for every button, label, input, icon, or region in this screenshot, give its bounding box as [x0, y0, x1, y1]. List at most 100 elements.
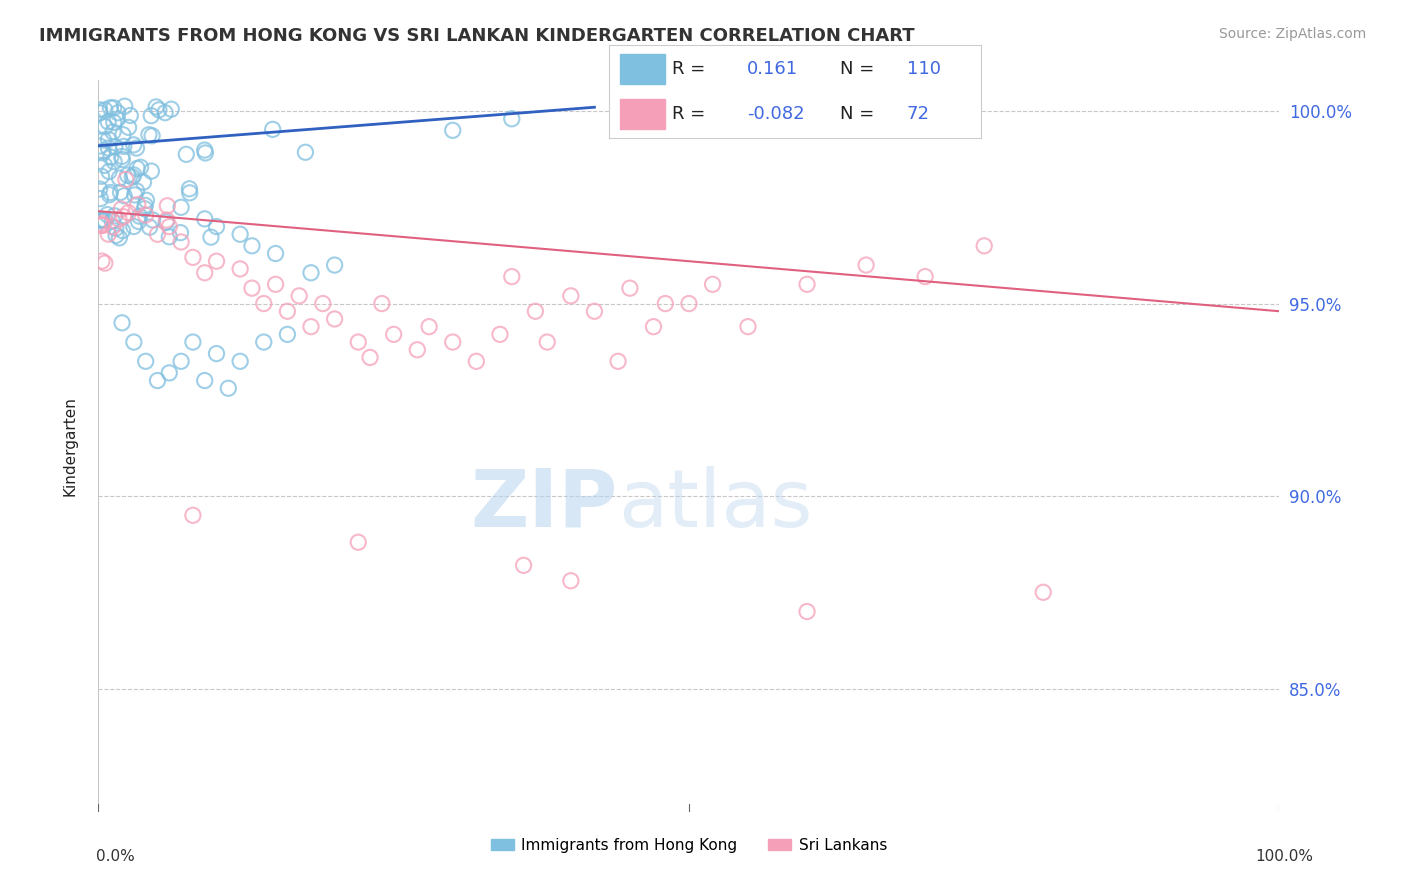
Point: [501, 269, 523, 284]
Point: [101, 214, 124, 228]
Point: [89, 182, 111, 196]
Point: [217, 381, 239, 395]
Point: [240, 281, 263, 295]
Point: [253, 334, 276, 349]
Point: [111, 224, 134, 238]
Point: [117, 120, 139, 135]
Point: [347, 334, 370, 349]
Point: [855, 258, 877, 272]
Point: [194, 266, 217, 280]
Point: [179, 186, 201, 200]
Point: [128, 209, 150, 223]
Point: [169, 226, 191, 240]
Point: [107, 105, 129, 120]
Point: [105, 228, 128, 243]
Point: [200, 230, 222, 244]
Point: [94, 213, 117, 227]
Point: [262, 122, 284, 136]
Bar: [620, 54, 665, 84]
Point: [359, 351, 381, 365]
Point: [174, 147, 197, 161]
Point: [104, 139, 127, 153]
Point: [97, 115, 120, 129]
Point: [194, 143, 217, 157]
Point: [111, 149, 134, 163]
Point: [89, 103, 111, 117]
Point: [104, 221, 127, 235]
Point: [607, 354, 630, 368]
Point: [91, 219, 114, 233]
Point: [148, 103, 170, 117]
Point: [179, 182, 201, 196]
Point: [135, 208, 157, 222]
Point: [138, 128, 160, 142]
Point: [93, 133, 115, 147]
Point: [229, 261, 252, 276]
Point: [98, 187, 121, 202]
Point: [796, 605, 818, 619]
Text: Source: ZipAtlas.com: Source: ZipAtlas.com: [1219, 27, 1367, 41]
Point: [299, 266, 322, 280]
Point: [299, 319, 322, 334]
Point: [103, 154, 125, 169]
Point: [264, 246, 287, 260]
Point: [135, 354, 157, 368]
Point: [142, 213, 165, 227]
Point: [205, 254, 228, 268]
Point: [264, 277, 287, 292]
Point: [104, 209, 127, 223]
Point: [129, 161, 152, 175]
Point: [153, 105, 176, 120]
Point: [253, 296, 276, 310]
Point: [121, 169, 143, 184]
Point: [112, 188, 135, 202]
Point: [127, 214, 149, 228]
Point: [91, 219, 114, 233]
Point: [90, 214, 112, 228]
Point: [91, 213, 114, 227]
Text: -0.082: -0.082: [747, 105, 804, 123]
Point: [170, 200, 193, 214]
Point: [583, 304, 606, 318]
Point: [103, 115, 125, 129]
Point: [156, 199, 179, 213]
Point: [110, 186, 132, 200]
Point: [114, 172, 136, 186]
Point: [97, 132, 120, 146]
Point: [122, 219, 145, 234]
Point: [312, 296, 335, 310]
Point: [418, 319, 440, 334]
Text: 0.0%: 0.0%: [96, 849, 135, 863]
Text: ZIP: ZIP: [471, 466, 619, 543]
Point: [146, 374, 169, 388]
Point: [229, 354, 252, 368]
Point: [181, 334, 204, 349]
Point: [97, 141, 120, 155]
Point: [146, 227, 169, 242]
Point: [122, 334, 145, 349]
Y-axis label: Kindergarten: Kindergarten: [63, 396, 77, 496]
Text: 0.161: 0.161: [747, 60, 797, 78]
Point: [276, 327, 298, 342]
Point: [181, 508, 204, 523]
Point: [205, 346, 228, 360]
Point: [114, 99, 136, 113]
Point: [654, 296, 676, 310]
Point: [89, 139, 111, 153]
Point: [914, 269, 936, 284]
Point: [111, 316, 134, 330]
Point: [536, 334, 558, 349]
Point: [91, 217, 114, 231]
Point: [127, 161, 149, 176]
Point: [323, 312, 346, 326]
Point: [160, 102, 183, 116]
Point: [194, 145, 217, 160]
Point: [702, 277, 724, 292]
Point: [89, 105, 111, 120]
Point: [619, 281, 641, 295]
Point: [194, 211, 217, 226]
Point: [141, 164, 163, 178]
Point: [110, 202, 132, 216]
Point: [501, 112, 523, 126]
Point: [323, 258, 346, 272]
